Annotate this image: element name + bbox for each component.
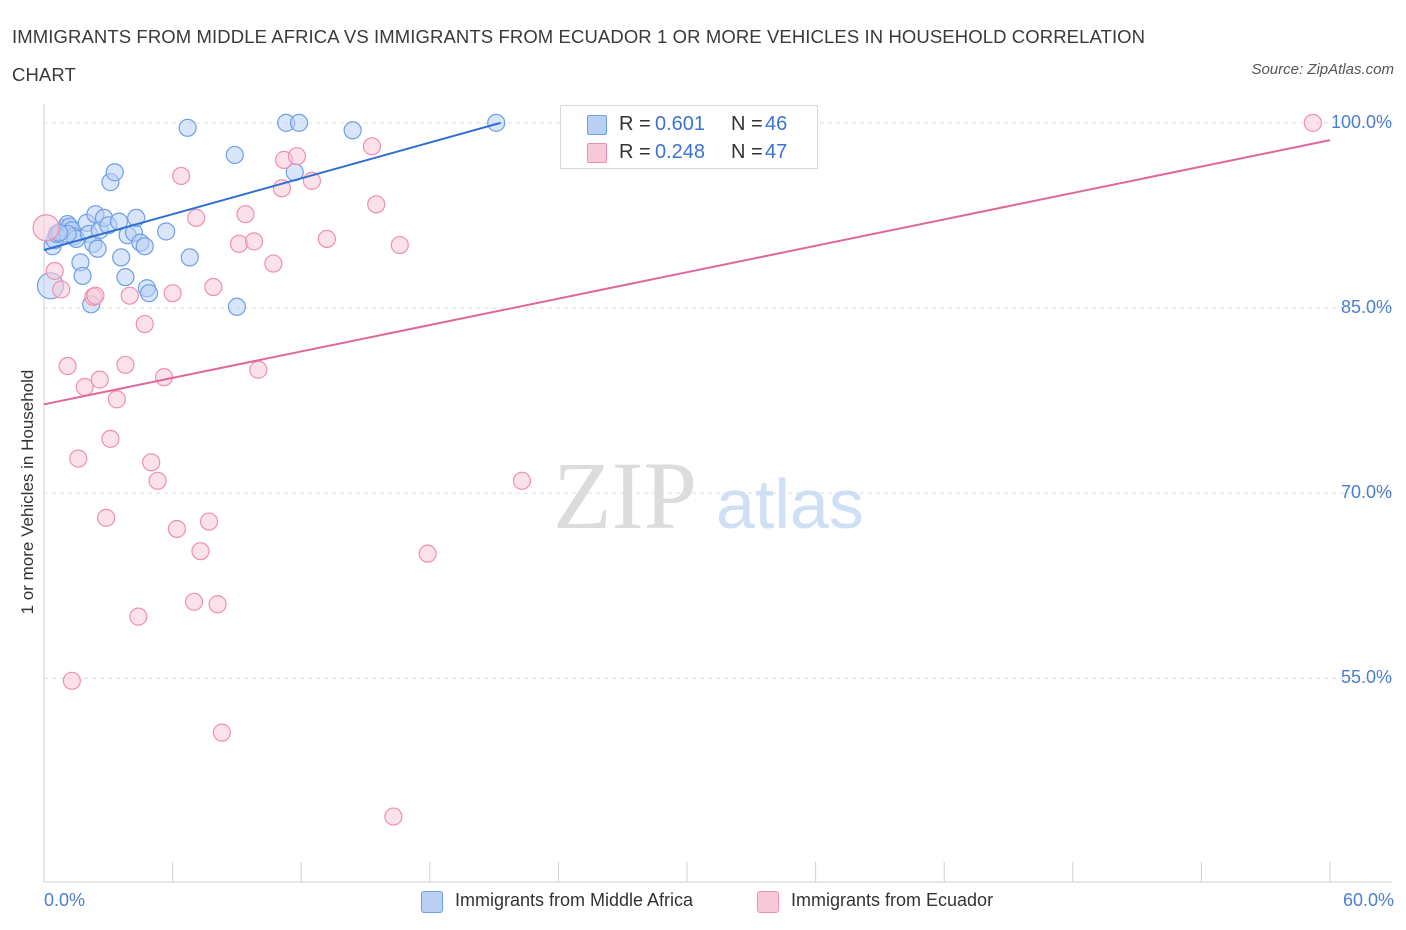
legend-swatch-middle-africa (587, 115, 607, 135)
point-ecuador (249, 360, 268, 379)
r-value-middle-africa: 0.601 (655, 113, 706, 135)
point-ecuador (236, 205, 255, 224)
point-ecuador (317, 229, 337, 248)
point-ecuador (418, 544, 437, 563)
point-ecuador (172, 166, 191, 186)
point-ecuador (367, 195, 386, 214)
r-value-ecuador: 0.248 (655, 141, 706, 163)
point-middle-africa (116, 268, 135, 287)
point-middle-africa (343, 121, 362, 140)
point-ecuador (287, 147, 307, 166)
point-ecuador (86, 286, 105, 305)
y-tick-label: 55.0% (1340, 667, 1392, 688)
point-ecuador (362, 137, 382, 156)
point-middle-africa (157, 222, 176, 241)
y-tick-label: 70.0% (1340, 482, 1392, 503)
point-ecuador (187, 208, 206, 228)
point-middle-africa (105, 163, 124, 182)
legend-label-ecuador: Immigrants from Ecuador (791, 890, 994, 910)
legend-label-middle-africa: Immigrants from Middle Africa (455, 890, 694, 910)
point-ecuador (97, 508, 116, 527)
point-middle-africa (227, 297, 246, 316)
legend-item-middle-africa[interactable]: Immigrants from Middle Africa (421, 889, 741, 915)
point-ecuador (184, 592, 204, 611)
point-middle-africa (139, 284, 159, 303)
point-ecuador (120, 286, 139, 305)
point-ecuador (90, 370, 109, 389)
point-middle-africa (73, 266, 92, 286)
trend-lines (43, 121, 1331, 406)
watermark-zip: ZIP (553, 442, 697, 549)
trend-line-ecuador (43, 139, 1331, 406)
legend-item-ecuador[interactable]: Immigrants from Ecuador (757, 889, 1037, 915)
r-label: R = (619, 113, 651, 135)
point-ecuador (191, 542, 210, 561)
n-value-middle-africa: 46 (765, 113, 788, 135)
point-ecuador (199, 512, 219, 531)
point-ecuador (69, 449, 88, 468)
n-label: N = (731, 141, 763, 163)
n-label: N = (731, 113, 763, 135)
point-ecuador (512, 471, 532, 490)
point-middle-africa (112, 248, 131, 267)
source-label: Source: ZipAtlas.com (1251, 61, 1394, 78)
point-ecuador (129, 607, 148, 626)
point-middle-africa (289, 113, 309, 132)
watermark-atlas: atlas (716, 465, 864, 543)
point-middle-africa (225, 145, 244, 165)
y-tick-label: 85.0% (1340, 297, 1392, 318)
point-ecuador (75, 377, 94, 397)
point-ecuador (212, 723, 231, 742)
point-ecuador (45, 261, 64, 281)
x-tick-label: 0.0% (44, 890, 86, 910)
legend-swatch-middle-africa (421, 891, 443, 913)
stats-row-ecuador: R = 0.248 N = 47 (561, 138, 817, 166)
x-tick-label: 60.0% (1342, 890, 1394, 910)
point-ecuador (264, 254, 283, 273)
legend-swatch-ecuador (757, 891, 779, 913)
point-middle-africa (88, 239, 107, 258)
point-ecuador (142, 453, 161, 472)
point-ecuador (62, 671, 81, 690)
legend-swatch-ecuador (587, 143, 607, 163)
point-middle-africa (135, 237, 154, 256)
point-ecuador (107, 390, 126, 409)
y-tick-label: 100.0% (1330, 111, 1392, 132)
point-ecuador (208, 595, 227, 614)
point-ecuador (58, 356, 77, 376)
point-ecuador (135, 314, 154, 334)
point-ecuador (229, 234, 249, 253)
point-middle-africa (178, 118, 197, 137)
point-ecuador (101, 429, 120, 448)
point-ecuador (390, 235, 409, 255)
point-ecuador (1303, 113, 1322, 132)
r-label: R = (619, 141, 651, 163)
chart-title: IMMIGRANTS FROM MIDDLE AFRICA VS IMMIGRA… (12, 26, 1146, 85)
point-ecuador (167, 519, 186, 539)
n-value-ecuador: 47 (765, 141, 788, 163)
stats-legend: R = 0.601 N = 46 R = 0.248 N = 47 (560, 105, 818, 169)
point-ecuador (154, 368, 174, 387)
point-ecuador (244, 232, 264, 251)
data-points (32, 113, 1322, 826)
point-middle-africa (180, 248, 199, 267)
stats-row-middle-africa: R = 0.601 N = 46 (561, 110, 817, 138)
point-ecuador (148, 471, 167, 490)
point-ecuador (116, 355, 135, 374)
point-ecuador (163, 284, 182, 303)
point-ecuador (52, 280, 71, 299)
point-middle-africa (487, 113, 506, 132)
trend-line-middle-africa (43, 121, 501, 251)
point-ecuador (32, 214, 60, 242)
point-ecuador (204, 277, 223, 297)
point-ecuador (384, 807, 403, 826)
